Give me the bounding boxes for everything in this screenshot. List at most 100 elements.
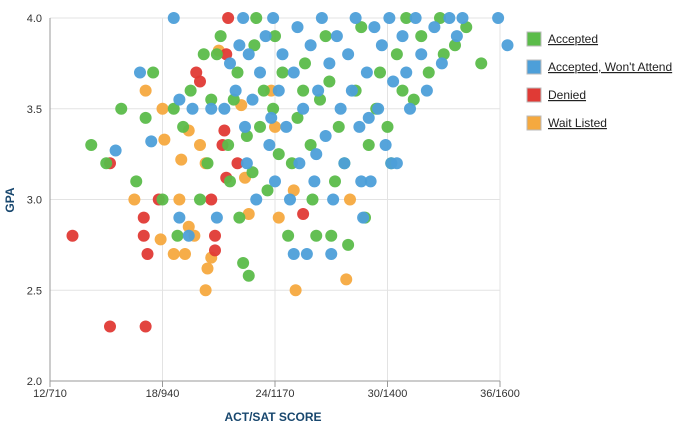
data-point [220, 48, 233, 61]
data-point [297, 102, 310, 115]
data-point [456, 12, 469, 24]
data-point [396, 84, 409, 97]
data-point [304, 39, 317, 52]
data-point [383, 12, 396, 24]
x-tick-label: 36/1600 [480, 388, 520, 400]
data-point [435, 57, 448, 70]
data-point [134, 66, 146, 79]
data-point [492, 12, 505, 24]
legend-label[interactable]: Accepted [548, 32, 598, 46]
data-point [287, 66, 300, 79]
data-point [437, 48, 450, 61]
data-point [334, 102, 347, 115]
data-point [194, 75, 206, 88]
axes [49, 18, 501, 387]
data-point [259, 30, 272, 43]
data-point [222, 139, 235, 152]
legend-label[interactable]: Denied [548, 88, 586, 102]
data-point [306, 193, 319, 206]
data-point [293, 157, 306, 170]
data-point [420, 84, 433, 97]
data-point [184, 84, 197, 97]
data-point [501, 39, 514, 52]
data-point [145, 135, 158, 148]
data-point [269, 120, 281, 133]
data-point [396, 30, 409, 43]
data-point [199, 284, 212, 297]
data-point [280, 120, 293, 133]
data-points [66, 12, 514, 333]
data-point [269, 30, 281, 43]
data-point [460, 21, 473, 34]
data-point [242, 269, 255, 282]
data-point [304, 139, 317, 152]
data-point [186, 102, 199, 115]
data-point [314, 93, 326, 106]
data-point [173, 211, 186, 224]
data-point [171, 229, 184, 242]
data-point [128, 193, 141, 206]
data-point [345, 84, 358, 97]
data-point [379, 139, 392, 152]
data-point [194, 193, 206, 206]
data-point [368, 21, 381, 34]
data-point [237, 257, 250, 270]
data-point [139, 84, 152, 97]
y-tick-label: 4.0 [27, 13, 42, 25]
x-axis-title: ACT/SAT SCORE [224, 410, 321, 424]
data-point [233, 211, 246, 224]
data-point [355, 21, 368, 34]
data-point [85, 139, 98, 152]
data-point [323, 75, 336, 88]
y-tick-label: 3.5 [27, 104, 42, 116]
data-point [344, 193, 356, 206]
data-point [100, 157, 113, 170]
data-point [158, 133, 171, 146]
data-point [214, 30, 227, 43]
data-point [156, 193, 169, 206]
data-point [182, 220, 195, 233]
tick-labels: 2.0 2.5 3.0 3.5 4.0 12/710 18/940 24/1170 30/140… [27, 13, 520, 400]
data-point [229, 84, 242, 97]
data-point [357, 211, 370, 224]
data-point [338, 157, 351, 170]
data-point [182, 229, 195, 242]
data-point [325, 229, 338, 242]
data-point [387, 75, 400, 88]
data-point [210, 211, 223, 224]
data-point [353, 120, 366, 133]
data-point [272, 84, 285, 97]
data-point [360, 66, 373, 79]
data-point [190, 66, 203, 79]
data-point [254, 66, 266, 79]
data-point [310, 229, 323, 242]
data-point [340, 273, 353, 286]
data-point [263, 139, 276, 152]
data-point [130, 175, 143, 188]
legend-label[interactable]: Wait Listed [548, 116, 607, 130]
data-point [422, 66, 435, 79]
y-tick-label: 2.5 [27, 285, 42, 297]
data-point [242, 48, 255, 61]
data-point [231, 157, 244, 170]
data-point [385, 157, 398, 170]
legend-label[interactable]: Accepted, Won't Attend [548, 60, 672, 74]
data-point [342, 238, 355, 251]
data-point [372, 102, 385, 115]
data-point [257, 84, 270, 97]
data-point [104, 320, 116, 333]
data-point [224, 175, 236, 188]
data-point [109, 144, 122, 157]
legend-swatch [526, 87, 542, 103]
data-point [154, 233, 167, 246]
data-point [272, 211, 285, 224]
data-point [400, 66, 413, 79]
data-point [224, 57, 236, 70]
data-point [205, 102, 218, 115]
data-point [201, 262, 214, 275]
data-point [246, 166, 259, 179]
data-point [173, 193, 186, 206]
data-point [284, 193, 296, 206]
data-point [250, 12, 263, 24]
data-point [342, 48, 355, 61]
